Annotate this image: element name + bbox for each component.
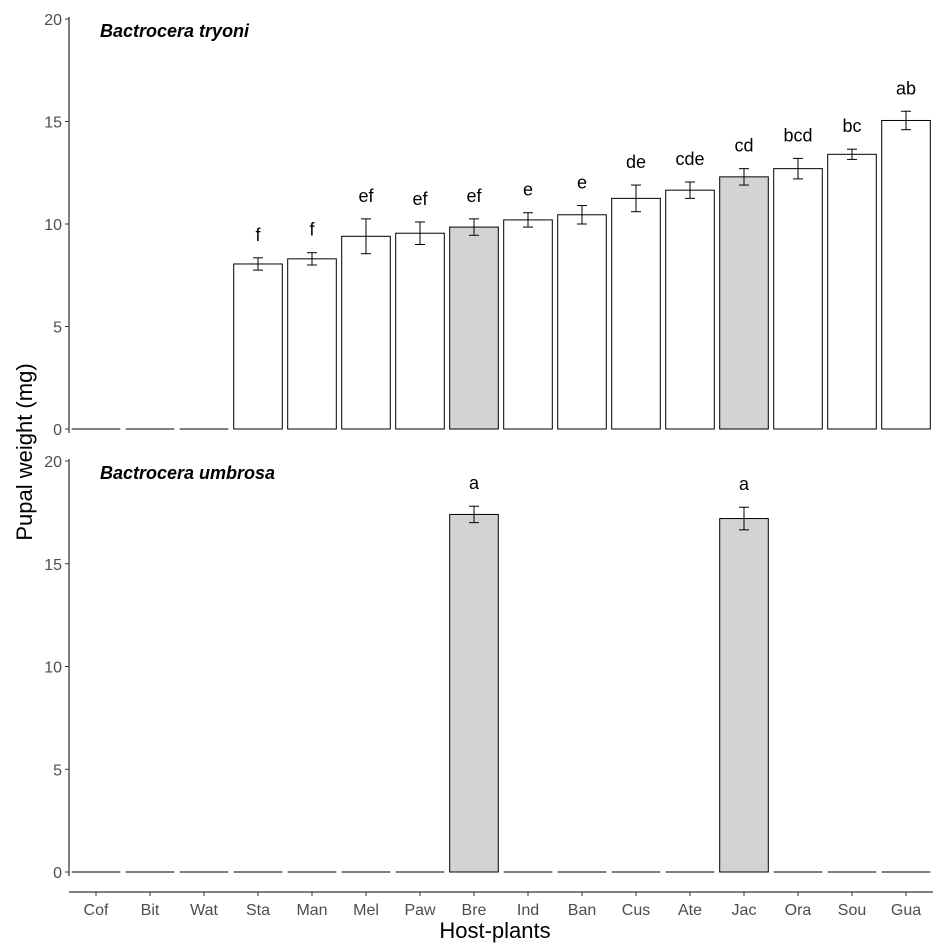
bar-ban xyxy=(557,214,607,430)
error-bar-sta xyxy=(253,257,263,271)
bar-bre xyxy=(449,226,499,430)
y-tick-label: 20 xyxy=(44,12,62,29)
y-tick-label: 10 xyxy=(44,217,62,234)
significance-label-ind: e xyxy=(523,180,533,200)
panel-title: Bactrocera tryoni xyxy=(100,21,250,41)
bar-cus xyxy=(611,197,661,430)
panel-1: 0 5 10 15 20 f f ef ef ef e e de cde cd bcd bc ab Bactroce… xyxy=(44,12,931,439)
error-bar-paw xyxy=(415,221,425,245)
x-tick-label-paw: Paw xyxy=(404,902,436,919)
x-axis: Cof Bit Wat Sta Man Mel Paw Bre Ind Ban Cus Ate Jac O… xyxy=(69,891,933,919)
panels: 0 5 10 15 20 f f ef ef ef e e de cde cd bcd bc ab Bactroce… xyxy=(44,12,931,882)
panel-title: Bactrocera umbrosa xyxy=(100,463,275,483)
bar-bre xyxy=(449,513,499,873)
significance-label-bre: ef xyxy=(466,186,482,206)
x-tick-label-wat: Wat xyxy=(190,902,218,919)
bar-paw xyxy=(395,232,445,430)
error-bar-ate xyxy=(685,181,695,199)
x-tick-label-ind: Ind xyxy=(517,902,539,919)
error-bar-man xyxy=(307,252,317,266)
significance-label-jac: a xyxy=(739,474,750,494)
bar-mel xyxy=(341,235,391,430)
x-tick-label-sta: Sta xyxy=(246,902,270,919)
significance-label-jac: cd xyxy=(734,136,753,156)
error-bar-gua xyxy=(901,110,911,131)
significance-label-paw: ef xyxy=(412,189,428,209)
y-tick-label: 10 xyxy=(44,660,62,677)
bar-gua xyxy=(881,119,931,430)
x-tick-label-sou: Sou xyxy=(838,902,866,919)
y-tick-label: 5 xyxy=(53,320,62,337)
y-tick-label: 5 xyxy=(53,762,62,779)
bar-sta xyxy=(233,263,283,430)
x-tick-label-ban: Ban xyxy=(568,902,596,919)
bar-jac xyxy=(719,518,769,873)
significance-label-ate: cde xyxy=(675,149,704,169)
x-axis-title: Host-plants xyxy=(439,918,550,943)
significance-label-gua: ab xyxy=(896,78,916,98)
y-tick-label: 20 xyxy=(44,454,62,471)
y-tick-label: 0 xyxy=(53,865,62,882)
x-tick-label-ora: Ora xyxy=(785,902,812,919)
x-tick-label-jac: Jac xyxy=(732,902,757,919)
error-bar-ban xyxy=(577,205,587,225)
significance-label-mel: ef xyxy=(358,186,374,206)
significance-label-bre: a xyxy=(469,473,480,493)
error-bar-cus xyxy=(631,184,641,213)
bar-ate xyxy=(665,189,715,430)
significance-label-sou: bc xyxy=(842,116,861,136)
error-bar-ind xyxy=(523,212,533,228)
significance-label-ban: e xyxy=(577,173,587,193)
bar-man xyxy=(287,258,337,430)
x-tick-label-bit: Bit xyxy=(141,902,160,919)
x-tick-label-gua: Gua xyxy=(891,902,921,919)
panel-2: 0 5 10 15 20 a a Bactrocera umbrosa xyxy=(44,454,931,882)
error-bar-jac xyxy=(739,506,749,531)
x-tick-label-cof: Cof xyxy=(84,902,109,919)
error-bar-ora xyxy=(793,157,803,180)
x-tick-label-ate: Ate xyxy=(678,902,702,919)
x-tick-label-bre: Bre xyxy=(462,902,487,919)
bar-jac xyxy=(719,176,769,430)
significance-label-sta: f xyxy=(255,225,261,245)
y-tick-label: 15 xyxy=(44,557,62,574)
x-tick-label-man: Man xyxy=(296,902,327,919)
significance-label-cus: de xyxy=(626,152,646,172)
bar-ora xyxy=(773,168,823,430)
error-bar-bre xyxy=(469,505,479,524)
error-bar-bre xyxy=(469,218,479,236)
significance-label-ora: bcd xyxy=(783,125,812,145)
x-tick-label-mel: Mel xyxy=(353,902,379,919)
y-axis-title: Pupal weight (mg) xyxy=(12,363,37,540)
significance-label-man: f xyxy=(309,220,315,240)
y-tick-label: 0 xyxy=(53,422,62,439)
x-tick-label-cus: Cus xyxy=(622,902,650,919)
error-bar-jac xyxy=(739,168,749,186)
bar-sou xyxy=(827,153,877,430)
bar-ind xyxy=(503,219,553,430)
error-bar-mel xyxy=(361,218,371,255)
error-bar-sou xyxy=(847,148,857,160)
y-tick-label: 15 xyxy=(44,115,62,132)
